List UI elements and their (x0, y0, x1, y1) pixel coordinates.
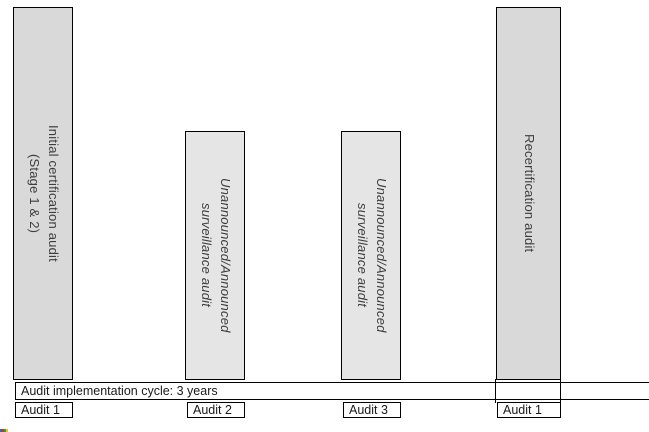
audit-box-4-label: Audit 1 (503, 403, 542, 417)
audit-box-3: Audit 3 (343, 402, 401, 418)
audit-box-2-label: Audit 2 (193, 403, 232, 417)
recert-band-divider-right (560, 379, 561, 403)
cycle-band-label: Audit implementation cycle: 3 years (21, 384, 218, 398)
audit-box-3-label: Audit 3 (349, 403, 388, 417)
bar-surveillance-audit-1: Unannounced/Announced surveillance audit (185, 131, 245, 380)
bar-surveillance-audit-2: Unannounced/Announced surveillance audit (341, 131, 401, 380)
audit-box-1: Audit 1 (15, 402, 73, 418)
bar-label-recertification: Recertification audit (521, 134, 537, 253)
audit-box-1-label: Audit 1 (21, 403, 60, 417)
audit-box-4: Audit 1 (497, 402, 561, 418)
logo-fragment-icon (0, 429, 8, 432)
bar-label-initial-certification: Initial certification audit (Stage 1 & 2… (27, 125, 61, 262)
bar-label-surveillance-1: Unannounced/Announced surveillance audit (199, 178, 233, 333)
bar-recertification-audit: Recertification audit (496, 7, 561, 380)
audit-box-2: Audit 2 (187, 402, 245, 418)
bar-initial-certification-audit: Initial certification audit (Stage 1 & 2… (13, 7, 73, 380)
cycle-band: Audit implementation cycle: 3 years (15, 382, 649, 400)
bar-label-surveillance-2: Unannounced/Announced surveillance audit (355, 178, 389, 333)
recert-band-divider-left (495, 379, 496, 403)
